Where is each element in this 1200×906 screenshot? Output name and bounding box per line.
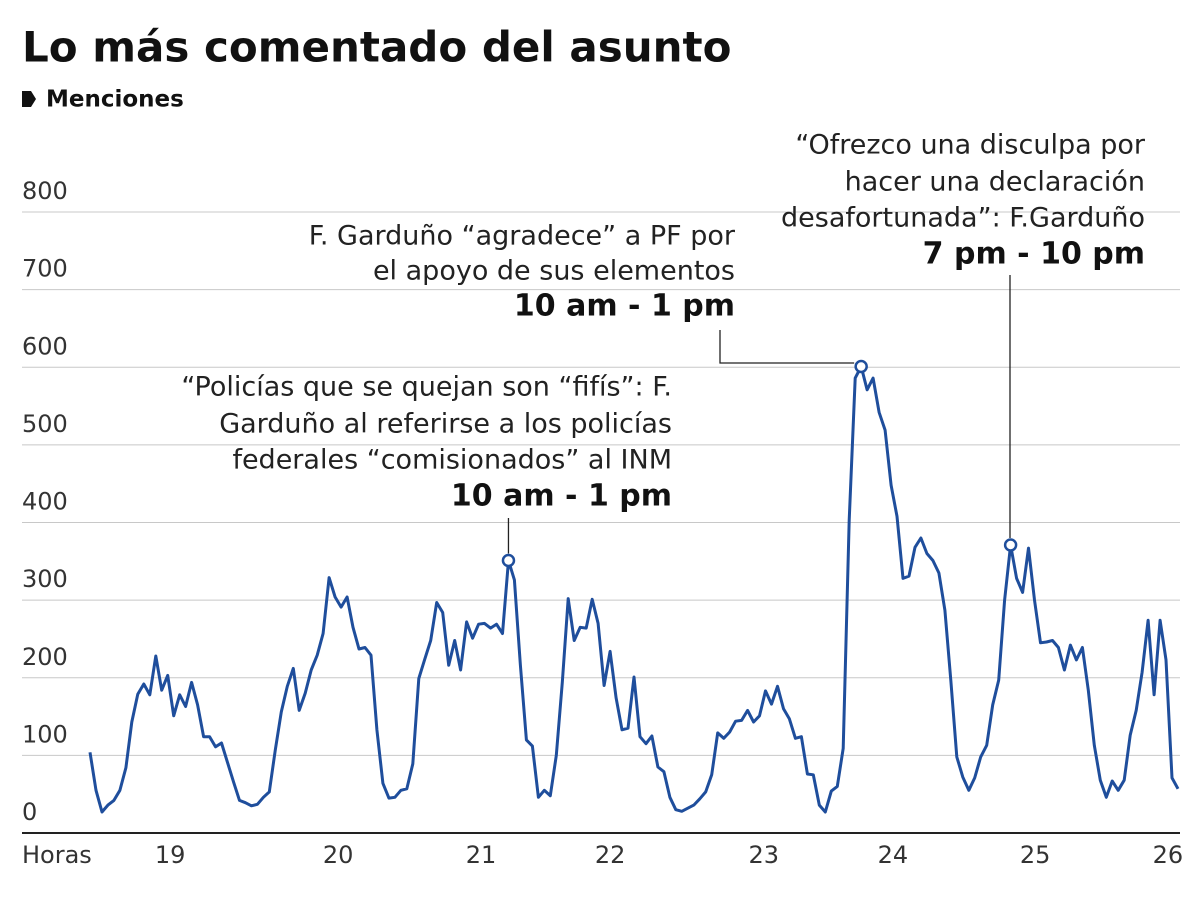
y-tick-label: 600 (22, 332, 68, 360)
annotation-text: federales “comisionados” al INM (232, 445, 672, 476)
y-tick-label: 0 (22, 798, 37, 826)
chart-title: Lo más comentado del asunto (22, 23, 731, 72)
x-tick-label: 19 (155, 841, 186, 869)
annotation-text: “Policías que se quejan son “fifís”: F. (181, 372, 672, 403)
annotation-text: “Ofrezco una disculpa por (795, 130, 1145, 161)
x-tick-label: 23 (748, 841, 779, 869)
y-tick-label: 100 (22, 720, 68, 748)
annotation-text: hacer una declaración (845, 167, 1145, 198)
y-tick-label: 800 (22, 177, 68, 205)
x-tick-label: 21 (466, 841, 497, 869)
y-tick-label: 500 (22, 410, 68, 438)
x-axis-label: Horas (22, 841, 92, 869)
x-tick-label: 24 (878, 841, 909, 869)
x-tick-label: 26 (1153, 841, 1184, 869)
y-tick-label: 700 (22, 255, 68, 283)
x-tick-label: 22 (595, 841, 626, 869)
annotation-marker (501, 553, 516, 568)
annotation-leader (719, 330, 855, 364)
data-line (88, 365, 1180, 814)
annotation-time: 10 am - 1 pm (451, 479, 672, 514)
annotation-time: 10 am - 1 pm (514, 289, 735, 324)
annotation-text: F. Garduño “agradece” a PF por (309, 221, 736, 252)
x-tick-label: 25 (1020, 841, 1051, 869)
annotation-text: desafortunada”: F.Garduño (781, 203, 1145, 234)
x-tick-label: 20 (323, 841, 354, 869)
annotation-marker (854, 359, 868, 374)
annotation-text: el apoyo de sus elementos (373, 256, 735, 287)
subtitle-icon (22, 91, 36, 107)
y-tick-label: 300 (22, 565, 68, 593)
annotation-text: Garduño al referirse a los policías (219, 409, 672, 440)
annotation-marker (1003, 538, 1018, 552)
y-tick-label: 200 (22, 643, 68, 671)
subtitle: Menciones (46, 87, 184, 113)
annotation-time: 7 pm - 10 pm (923, 237, 1145, 272)
y-tick-label: 400 (22, 488, 68, 516)
